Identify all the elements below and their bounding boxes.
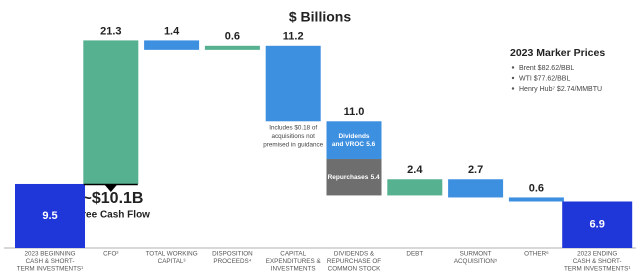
x-tick-label: TERM INVESTMENTS¹ (564, 266, 630, 273)
bar (265, 45, 321, 122)
x-tick-label: CAPITAL³ (158, 258, 186, 265)
marker-item: Brent $82.62/BBL (519, 65, 574, 72)
fcf-value: ~$10.1B (83, 190, 144, 207)
bar-segment (326, 159, 382, 196)
x-tick-label: INVESTMENTS (271, 266, 316, 273)
x-tick-label: DEBT (406, 251, 423, 258)
value-label: 6.9 (590, 219, 605, 231)
x-tick-label: EXPENDITURES & (266, 258, 322, 265)
bar (204, 45, 260, 50)
x-tick-label: COMMON STOCK (328, 266, 382, 273)
x-tick-label: TOTAL WORKING (146, 251, 198, 258)
x-tick-label: DISPOSITION (212, 251, 253, 258)
bar (448, 179, 504, 198)
note: Includes $0.18 of (269, 125, 317, 132)
x-tick-label: PROCEEDS⁴ (213, 258, 251, 265)
x-tick-label: SURMONT (460, 251, 492, 258)
x-tick-label: TERM INVESTMENTS¹ (17, 266, 83, 273)
bar (387, 179, 443, 196)
value-label: 9.5 (42, 210, 57, 222)
segment-value: 5.4 (371, 174, 380, 181)
value-label: 21.3 (100, 25, 121, 37)
x-tick-label: 2023 BEGINNING (24, 251, 75, 258)
chart-title: $ Billions (289, 9, 351, 25)
fcf-arrow (104, 185, 117, 192)
fcf-label: Free Cash Flow (76, 210, 150, 221)
bar (562, 201, 633, 248)
value-label: 11.2 (283, 31, 304, 43)
x-tick-label: CASH & SHORT- (26, 258, 75, 265)
note: acquisitions not (271, 133, 315, 140)
value-label: 0.6 (529, 182, 544, 194)
value-label: 0.6 (225, 31, 240, 43)
bar (144, 40, 200, 50)
note: premised in guidance (263, 142, 323, 149)
marker-title: 2023 Marker Prices (510, 47, 605, 59)
x-tick-label: CASH & SHORT- (573, 258, 622, 265)
x-tick-label: OTHER⁶ (524, 251, 549, 258)
x-tick-label: DIVIDENDS & (334, 251, 375, 258)
bullet (511, 66, 515, 69)
value-label: 2.4 (407, 164, 423, 176)
bar (83, 40, 139, 184)
x-tick-label: CFO² (103, 251, 118, 258)
value-label: 1.4 (164, 25, 180, 37)
value-label: 2.7 (468, 164, 483, 176)
x-tick-label: 2023 ENDING (577, 251, 617, 258)
segment-name: and VROC (332, 141, 364, 148)
marker-item: WTI $77.62/BBL (519, 75, 570, 82)
x-tick-label: ACQUISITION⁵ (454, 258, 498, 265)
segment-name: Dividends (338, 133, 369, 140)
bullet (511, 87, 515, 90)
segment-name: Repurchases (328, 174, 369, 181)
x-tick-label: REPURCHASE OF (327, 258, 381, 265)
bar-segment (326, 121, 382, 160)
segment-value: 5.6 (366, 141, 375, 148)
bullet (511, 76, 515, 80)
x-tick-label: CAPITAL (280, 251, 306, 258)
bar (15, 183, 85, 248)
value-label: 11.0 (344, 106, 365, 118)
marker-item: Henry Hub⁷ $2.74/MMBTU (519, 86, 602, 93)
bar (508, 197, 564, 202)
